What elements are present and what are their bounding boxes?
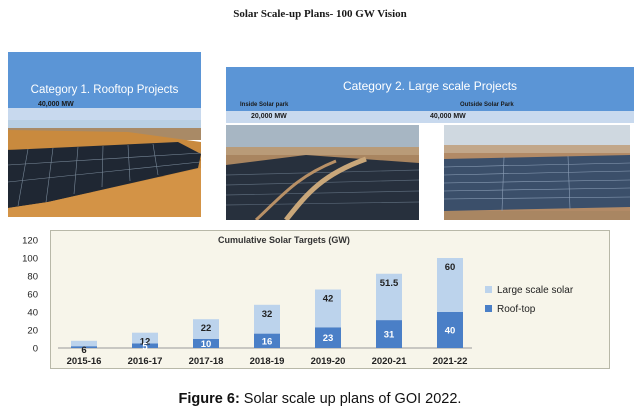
bar-large-scale <box>71 340 97 347</box>
large-scale-data-label: 6 <box>81 345 86 356</box>
main-title: Solar Scale-up Plans- 100 GW Vision <box>233 8 407 20</box>
x-tick-label: 2016-17 <box>128 356 163 367</box>
y-tick-label: 40 <box>27 308 38 319</box>
large-scale-data-label: 42 <box>323 294 334 305</box>
bar-rooftop <box>437 312 463 348</box>
bar-large-scale <box>254 304 280 334</box>
legend-label-rooftop: Roof-top <box>497 304 536 315</box>
category1-title: Category 1. Rooftop Projects <box>30 84 179 96</box>
legend-swatch-rooftop <box>485 305 492 312</box>
inside-solar-park-label: Inside Solar park <box>240 102 289 108</box>
category1-header <box>8 52 201 112</box>
large-scale-data-label: 60 <box>445 262 456 273</box>
caption-label: Figure 6: <box>178 391 240 407</box>
bar-rooftop <box>193 339 219 348</box>
legend-label-large-scale: Large scale solar <box>497 285 574 296</box>
outside-solar-park-label: Outside Solar Park <box>460 102 514 108</box>
bar-large-scale <box>315 289 341 328</box>
x-tick-label: 2021-22 <box>433 356 468 367</box>
large-scale-data-label: 22 <box>201 323 212 334</box>
bar-rooftop <box>132 343 158 348</box>
bar-rooftop <box>71 346 97 348</box>
large-scale-data-label: 12 <box>140 337 151 348</box>
bar-large-scale <box>193 319 219 339</box>
y-tick-label: 120 <box>22 236 38 247</box>
x-tick-label: 2018-19 <box>250 356 285 367</box>
y-tick-label: 0 <box>33 344 38 355</box>
category2-band <box>226 111 634 123</box>
bar-rooftop <box>315 327 341 348</box>
rooftop-data-label: 10 <box>201 339 212 350</box>
inside-solar-park-value: 20,000 MW <box>251 113 287 120</box>
x-tick-label: 2019-20 <box>311 356 346 367</box>
bar-rooftop <box>254 333 280 348</box>
y-tick-label: 60 <box>27 290 38 301</box>
rooftop-data-label: 40 <box>445 326 456 337</box>
solar-farm-photo <box>444 125 630 220</box>
rooftop-data-label: 31 <box>384 330 395 341</box>
category2-header <box>226 67 634 115</box>
y-tick-label: 20 <box>27 326 38 337</box>
x-tick-label: 2015-16 <box>67 356 102 367</box>
category2-title: Category 2. Large scale Projects <box>342 79 518 93</box>
rooftop-solar-photo <box>8 120 201 217</box>
outside-solar-park-value: 40,000 MW <box>430 113 466 120</box>
rooftop-data-label: 5 <box>142 341 148 352</box>
bar-large-scale <box>376 273 402 321</box>
category1-band <box>8 108 201 120</box>
bar-large-scale <box>437 258 463 312</box>
legend-swatch-large-scale <box>485 286 492 293</box>
category1-value: 40,000 MW <box>38 101 74 108</box>
rooftop-data-label: 23 <box>323 333 334 344</box>
figure-caption: Figure 6: Solar scale up plans of GOI 20… <box>0 391 640 407</box>
rooftop-data-label: 16 <box>262 336 273 347</box>
solar-park-aerial-photo <box>226 125 419 220</box>
caption-text: Solar scale up plans of GOI 2022. <box>239 391 462 407</box>
large-scale-data-label: 32 <box>262 309 273 320</box>
large-scale-data-label: 51.5 <box>380 278 399 289</box>
x-tick-label: 2017-18 <box>189 356 224 367</box>
y-tick-label: 100 <box>22 254 38 265</box>
x-tick-label: 2020-21 <box>372 356 408 367</box>
bar-rooftop <box>376 320 402 348</box>
chart-title: Cumulative Solar Targets (GW) <box>218 235 350 245</box>
y-tick-label: 80 <box>27 272 38 283</box>
bar-large-scale <box>132 332 158 344</box>
